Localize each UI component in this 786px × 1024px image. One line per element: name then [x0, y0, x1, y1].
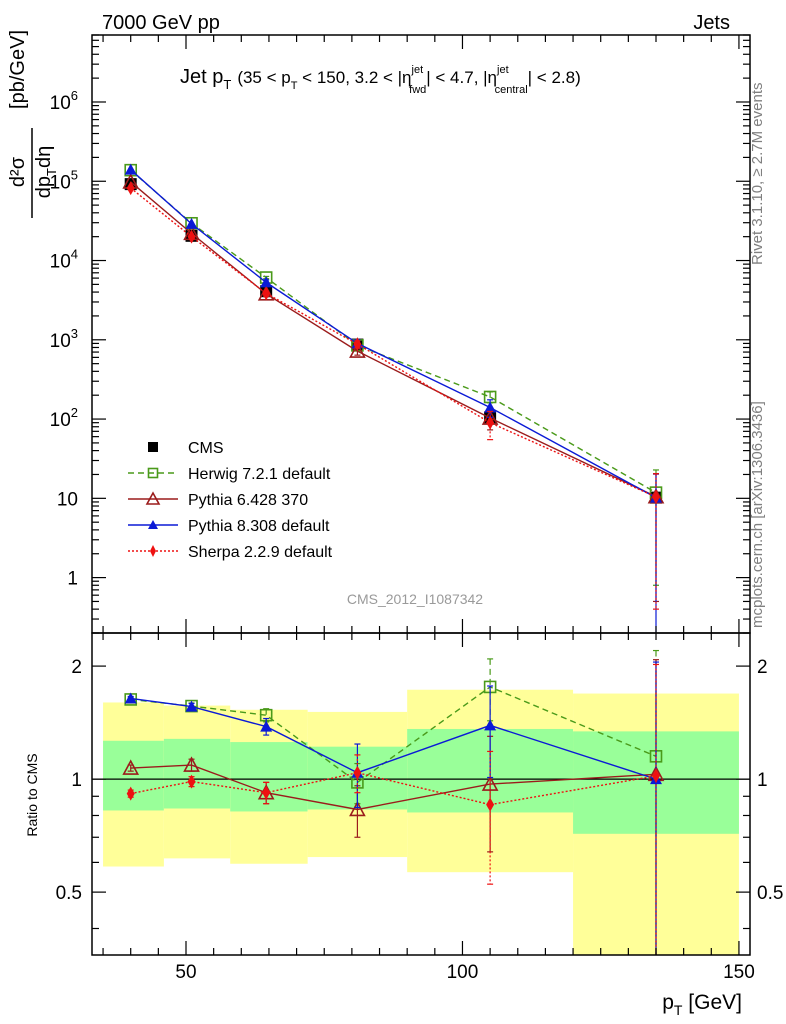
ratio-point-pythia-6-428-370-1 [183, 756, 200, 772]
ratio-point-pythia-8-308-default-4 [484, 719, 497, 731]
main-point-pythia-8-308-default-0 [124, 163, 137, 175]
main-y-tick-label-2: 102 [50, 405, 78, 431]
y-label-numerator: d²σ [7, 156, 29, 187]
main-point-pythia-8-308-default-1 [185, 217, 198, 229]
main-y-axis-label: d²σ dpTdη [pb/GeV] [7, 30, 59, 218]
ratio-point-sherpa-2-2-9-default-1 [187, 774, 196, 789]
main-point-pythia-8-308-default-2 [260, 276, 273, 288]
ratio-point-sherpa-2-2-9-default-0 [126, 786, 135, 801]
ratio-y-tick-label-right-1: 1 [757, 770, 768, 791]
main-point-sherpa-2-2-9-default-0 [126, 181, 135, 196]
main-line-sherpa-2-2-9-default [130, 187, 657, 498]
ratio-point-pythia-8-308-default-0 [124, 692, 137, 704]
main-panel-data [122, 163, 665, 633]
legend-marker-sherpa-2-2-9-default [150, 545, 156, 557]
ratio-point-pythia-8-308-default-1 [185, 700, 198, 712]
main-point-sherpa-2-2-9-default-2 [262, 286, 271, 301]
legend-item-pythia-6-428-370: Pythia 6.428 370 [128, 491, 308, 509]
legend-marker-cms [148, 442, 158, 452]
ratio-y-tick-label-left-0: 0.5 [56, 883, 82, 904]
main-point-pythia-6-428-370-3 [349, 342, 366, 358]
legend-label-pythia-8-308-default: Pythia 8.308 default [188, 518, 330, 535]
x-tick-label-2: 150 [723, 962, 755, 983]
main-point-sherpa-2-2-9-default-1 [187, 229, 196, 244]
ratio-series-pythia-8-308-default [124, 661, 662, 955]
legend-item-cms: CMS [148, 440, 224, 457]
analysis-watermark: CMS_2012_I1087342 [347, 591, 483, 607]
ratio-line-pythia-6-428-370 [130, 764, 657, 811]
main-y-tick-label-3: 103 [50, 326, 78, 352]
main-y-tick-label-4: 104 [50, 247, 78, 273]
ratio-line-sherpa-2-2-9-default [130, 771, 657, 806]
main-plot-title: Jet pT (35 < pT < 150, 3.2 < |ηjet fwd| < … [180, 64, 581, 96]
y-label-denominator: dpTdη [33, 146, 59, 198]
main-line-pythia-8-308-default [130, 169, 657, 499]
ratio-uncertainty-bands [103, 689, 739, 955]
main-y-tick-label-1: 10 [57, 489, 78, 510]
ratio-y-tick-label-left-2: 2 [71, 657, 82, 678]
legend-marker-herwig-7-2-1-default [147, 467, 159, 479]
main-line-pythia-6-428-370 [130, 181, 657, 498]
header-left: 7000 GeV pp [102, 12, 220, 34]
legend-label-sherpa-2-2-9-default: Sherpa 2.2.9 default [188, 544, 333, 561]
ratio-panel-data [92, 649, 750, 955]
ratio-point-sherpa-2-2-9-default-2 [262, 785, 271, 800]
ratio-point-pythia-6-428-370-4 [481, 775, 499, 791]
ratio-point-pythia-8-308-default-2 [260, 720, 273, 732]
main-point-sherpa-2-2-9-default-3 [353, 337, 362, 352]
ratio-point-sherpa-2-2-9-default-5 [652, 768, 660, 783]
ratio-line-pythia-8-308-default [130, 697, 657, 780]
main-point-sherpa-2-2-9-default-5 [652, 489, 660, 504]
ratio-y-tick-label-right-0: 0.5 [757, 883, 783, 904]
main-series-pythia-6-428-370 [122, 173, 665, 603]
legend-marker-pythia-8-308-default [148, 520, 158, 529]
rivet-version-label: Rivet 3.1.10, ≥ 2.7M events [749, 83, 766, 266]
main-y-tick-label-6: 106 [50, 88, 78, 114]
ratio-point-sherpa-2-2-9-default-3 [353, 765, 362, 780]
main-y-tick-label-0: 1 [67, 569, 78, 590]
main-point-pythia-8-308-default-4 [484, 401, 497, 413]
band-1sigma-0 [103, 740, 164, 811]
y-label-unit: [pb/GeV] [7, 30, 29, 109]
x-axis-label: pT [GeV] [662, 991, 742, 1018]
ratio-series-sherpa-2-2-9-default [126, 663, 660, 955]
ratio-y-tick-label-left-1: 1 [71, 770, 82, 791]
header-right: Jets [693, 12, 730, 34]
ratio-y-tick-label-right-2: 2 [757, 657, 768, 678]
main-series-sherpa-2-2-9-default [126, 181, 660, 610]
legend: CMS Herwig 7.2.1 default Pythia 6.428 370 P… [128, 440, 333, 561]
legend-item-herwig-7-2-1-default: Herwig 7.2.1 default [128, 466, 331, 483]
x-tick-label-1: 100 [447, 962, 479, 983]
legend-marker-pythia-6-428-370 [145, 491, 161, 505]
main-point-sherpa-2-2-9-default-4 [486, 415, 495, 430]
ratio-point-sherpa-2-2-9-default-4 [486, 797, 495, 812]
main-series-pythia-8-308-default [124, 163, 662, 633]
legend-label-cms: CMS [188, 440, 224, 457]
main-line-herwig-7-2-1-default [130, 169, 657, 494]
ratio-point-pythia-6-428-370-0 [122, 759, 140, 775]
ratio-point-pythia-6-428-370-3 [349, 800, 366, 817]
band-1sigma-1 [163, 738, 231, 809]
legend-label-herwig-7-2-1-default: Herwig 7.2.1 default [188, 466, 331, 483]
x-tick-label-0: 50 [175, 962, 196, 983]
legend-item-sherpa-2-2-9-default: Sherpa 2.2.9 default [128, 544, 333, 561]
legend-item-pythia-8-308-default: Pythia 8.308 default [128, 518, 330, 535]
band-1sigma-2 [230, 742, 308, 812]
mcplots-source-label: mcplots.cern.ch [arXiv:1306.3436] [749, 401, 766, 628]
ratio-frame [91, 632, 751, 956]
ratio-y-axis-label: Ratio to CMS [24, 753, 40, 836]
legend-label-pythia-6-428-370: Pythia 6.428 370 [188, 492, 308, 509]
